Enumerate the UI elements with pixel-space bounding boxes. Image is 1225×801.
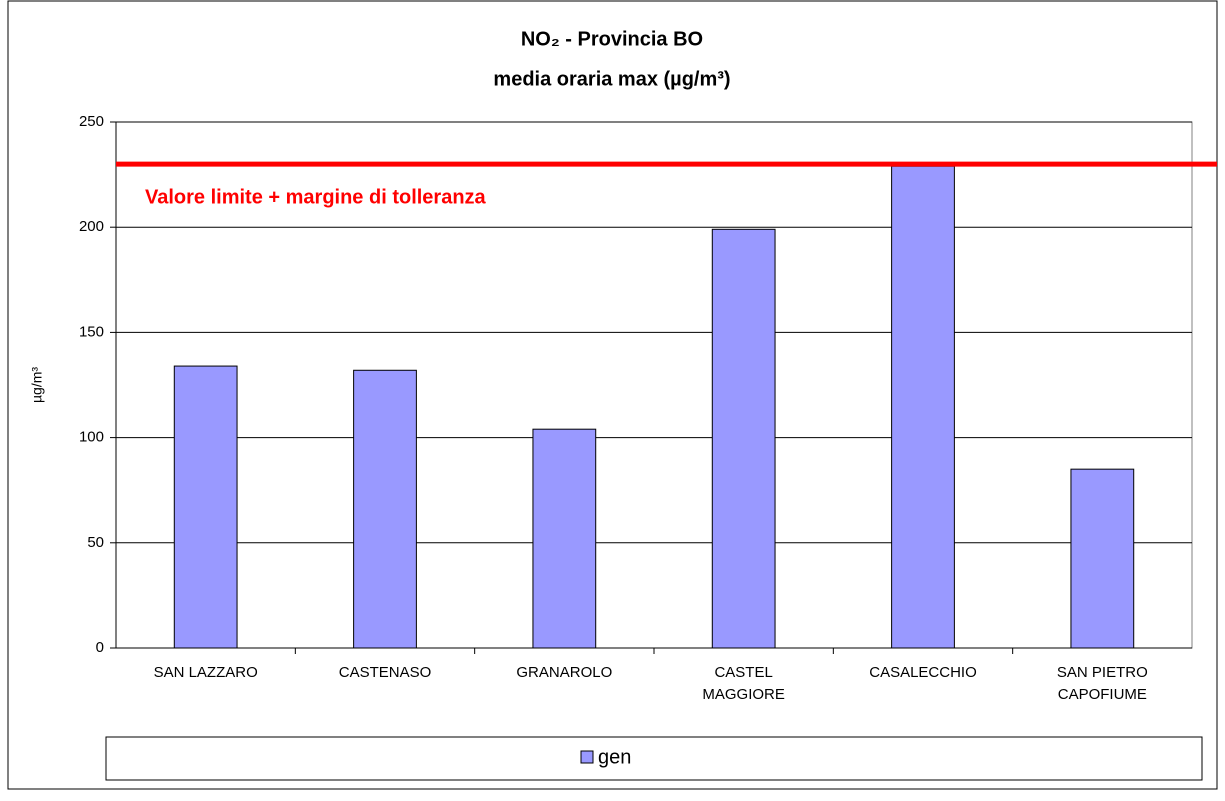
plot-area [115,121,1193,649]
y-tick-label: 150 [79,323,104,340]
bar [891,165,955,649]
chart-subtitle: media oraria max (µg/m³) [493,68,730,90]
bar [711,228,776,649]
y-tick-label: 100 [79,429,104,446]
y-axis-label: µg/m³ [29,367,45,403]
legend-box [105,736,1203,781]
legend-swatch [580,750,594,764]
chart-title: NO₂ - Provincia BO [521,28,703,50]
bar [173,365,238,649]
bar [532,428,597,649]
x-tick-label: CASALECCHIO [869,664,977,681]
x-tick-label: CASTEL MAGGIORE [702,664,785,703]
x-tick-label: CASTENASO [338,664,432,681]
y-tick-label: 200 [79,218,104,235]
x-tick-label: GRANAROLO [516,664,613,681]
threshold-label: Valore limite + margine di tolleranza [145,186,487,208]
bar [353,369,417,649]
legend-label: gen [598,746,631,768]
x-tick-label: SAN LAZZARO [153,664,258,681]
x-tick-label: SAN PIETRO CAPOFIUME [1056,664,1148,703]
bar [1070,468,1135,649]
y-tick-label: 0 [96,639,104,656]
y-tick-label: 250 [79,113,104,130]
y-tick-label: 50 [87,534,104,551]
